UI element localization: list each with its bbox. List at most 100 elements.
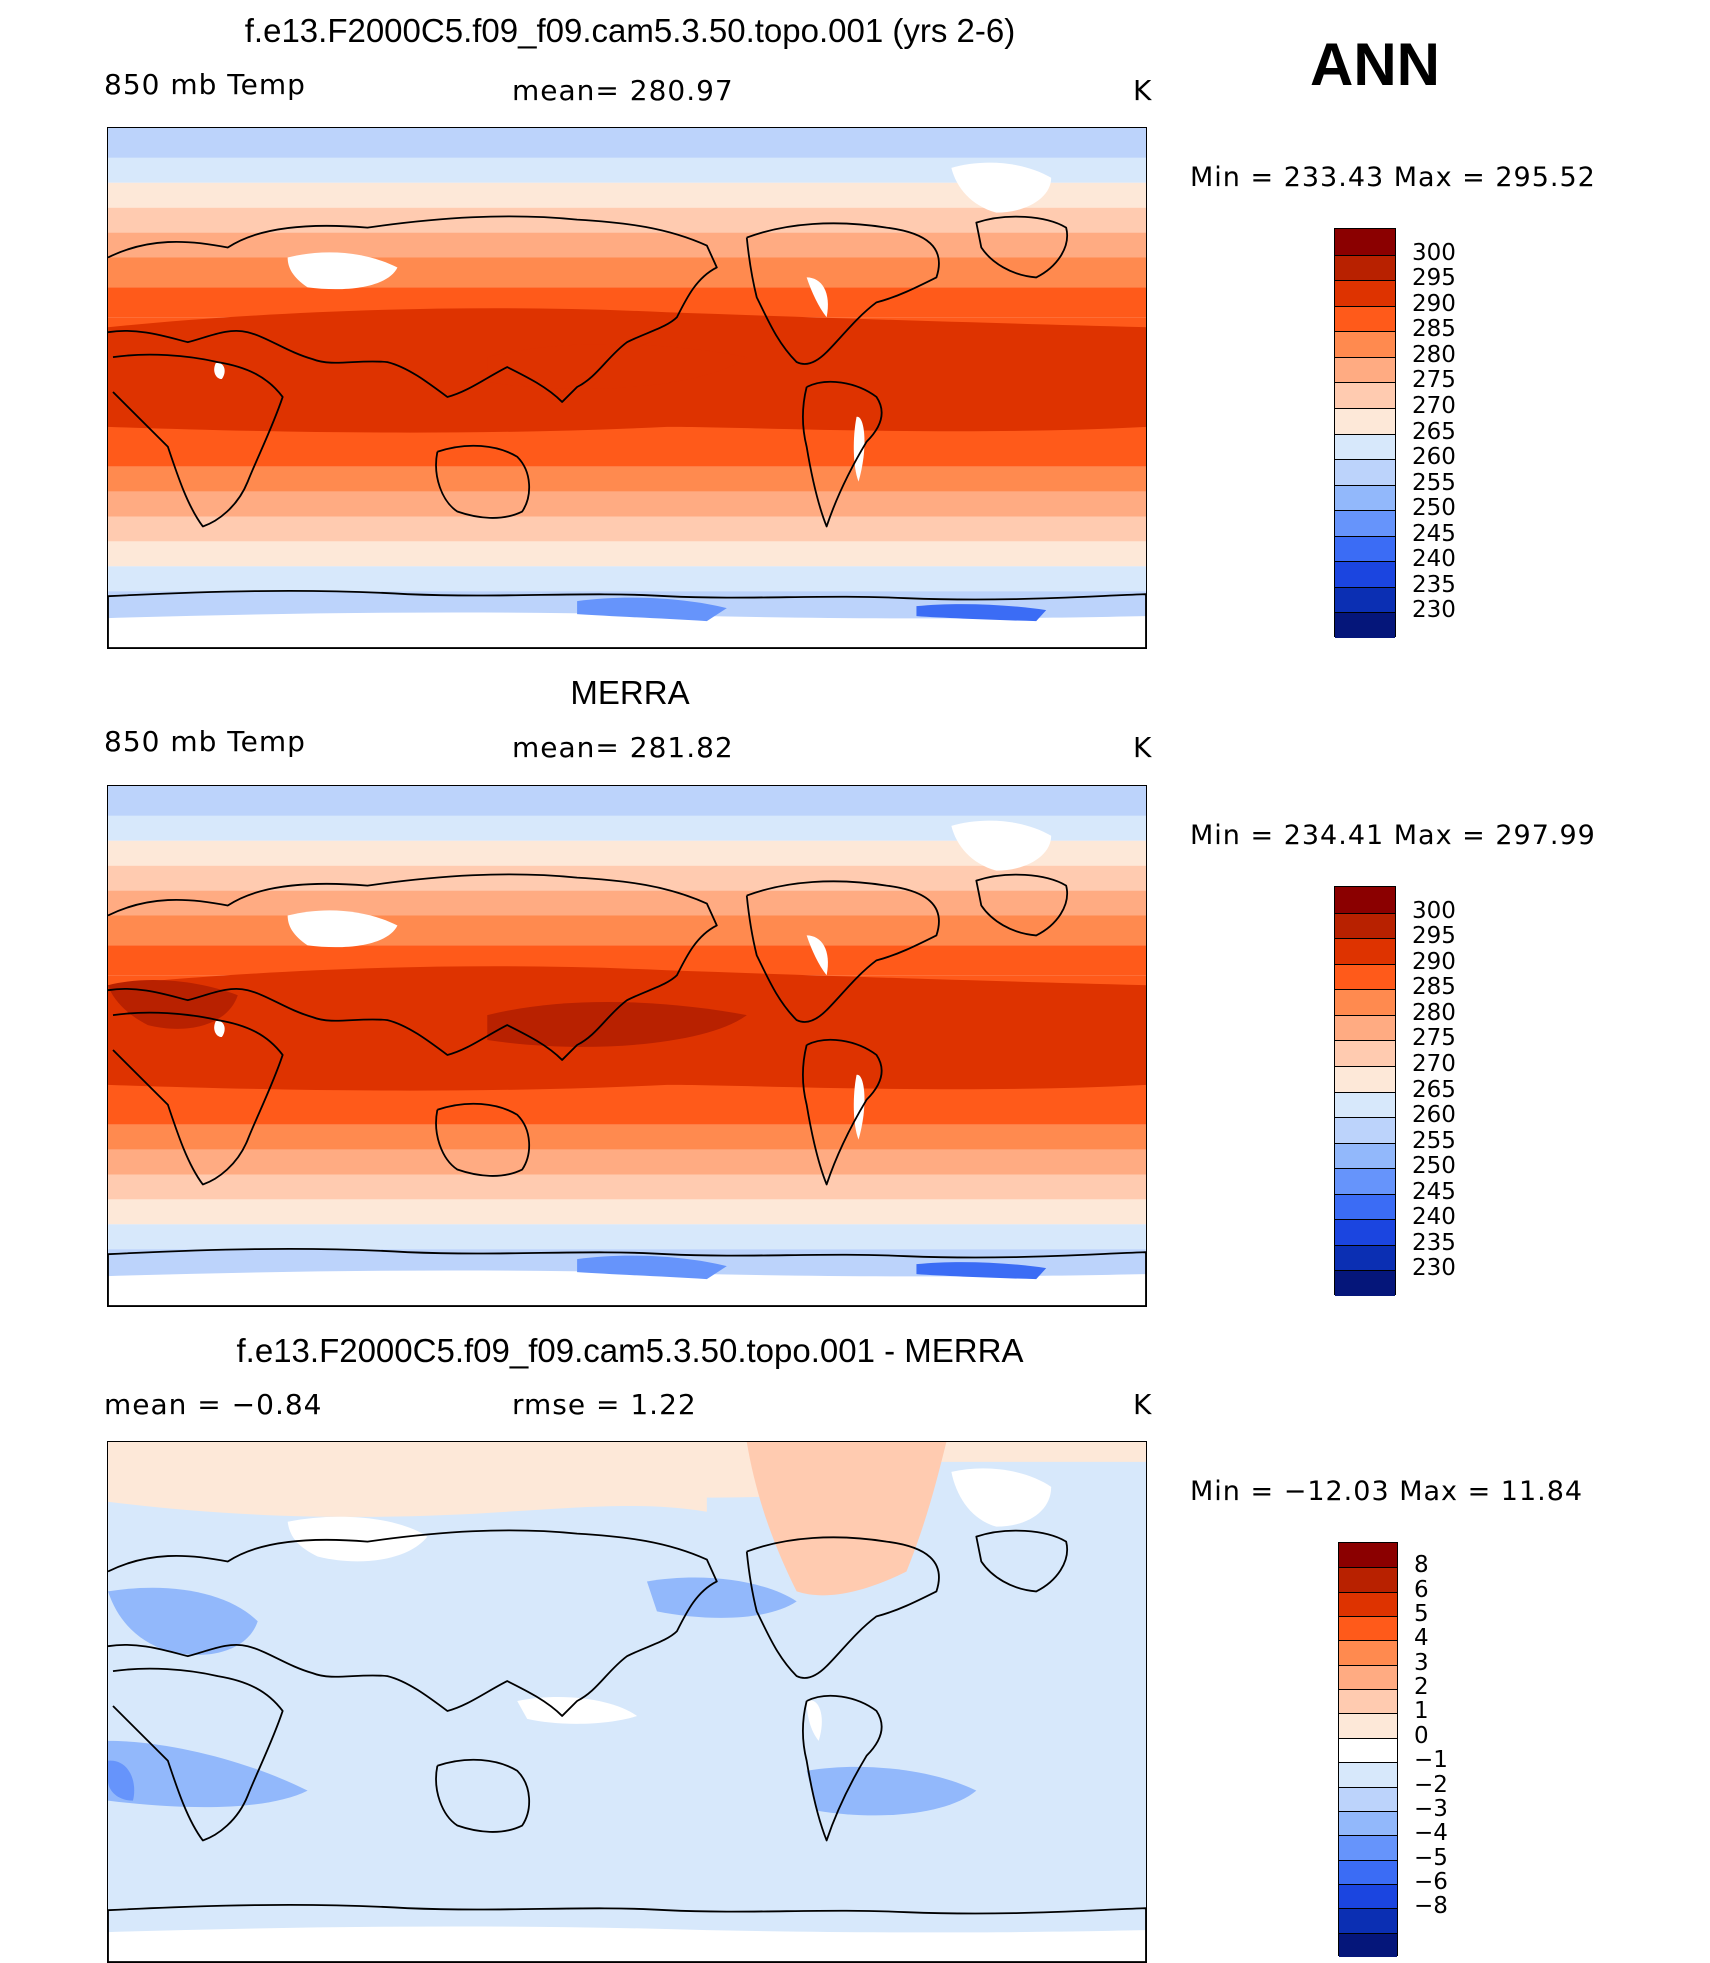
colorbar-tick-label: 6 [1414, 1576, 1429, 1603]
temperature-band [108, 1124, 1146, 1150]
colorbar-tick-label: 5 [1414, 1601, 1429, 1628]
temperature-band [108, 566, 1146, 592]
colorbar-tick-label: 290 [1412, 290, 1456, 317]
season-label: ANN [1310, 31, 1440, 98]
temperature-band [108, 1174, 1146, 1200]
colorbar-swatch [1339, 1713, 1397, 1738]
min-max-label: Min = 233.43 Max = 295.52 [1190, 162, 1596, 193]
colorbar-tick-label: 275 [1412, 367, 1456, 394]
colorbar-swatch [1335, 887, 1395, 913]
panel-title: f.e13.F2000C5.f09_f09.cam5.3.50.topo.001… [244, 12, 1016, 49]
near-zero [287, 1516, 428, 1562]
colorbar-swatch [1335, 612, 1395, 638]
colorbar-tick-label: 8 [1414, 1552, 1429, 1579]
colorbar-tick-label: 3 [1414, 1649, 1429, 1676]
temperature-band [108, 128, 1146, 158]
units-label: K [1133, 74, 1153, 107]
colorbar-swatch [1339, 1689, 1397, 1714]
colorbar-tick-label: 295 [1412, 923, 1456, 950]
colorbar-tick-label: −8 [1414, 1893, 1448, 1920]
colorbar-tick-label: 280 [1412, 341, 1456, 368]
colorbar-swatch [1335, 989, 1395, 1015]
colorbar-tick-label: 245 [1412, 1178, 1456, 1205]
colorbar-swatch [1335, 382, 1395, 408]
panel-title: f.e13.F2000C5.f09_f09.cam5.3.50.topo.001… [236, 1332, 1024, 1369]
colorbar-tick-label: 240 [1412, 546, 1456, 573]
colorbar-tick-label: 300 [1412, 239, 1456, 266]
negative-anomaly [646, 1577, 797, 1618]
colorbar-tick-label: 285 [1412, 974, 1456, 1001]
colorbar-swatch [1335, 1193, 1395, 1220]
no-data-region [951, 1468, 1052, 1527]
colorbar-swatch [1335, 254, 1395, 281]
colorbar-tick-label: 300 [1412, 897, 1456, 924]
colorbar-tick-label: 250 [1412, 1153, 1456, 1180]
colorbar-tick-label: 245 [1412, 520, 1456, 547]
colorbar-swatch [1335, 1270, 1395, 1296]
temperature-band [108, 915, 1146, 946]
min-max-label: Min = −12.03 Max = 11.84 [1190, 1476, 1584, 1507]
coastline [435, 1102, 531, 1177]
colorbar-swatches [1338, 1542, 1398, 1957]
cold-region [916, 604, 1047, 622]
colorbar-swatch [1335, 586, 1395, 613]
colorbar-swatch [1339, 1664, 1397, 1690]
colorbar-swatch [1335, 1014, 1395, 1041]
colorbar-swatch [1335, 1117, 1395, 1143]
coastline [975, 873, 1068, 937]
colorbar-tick-label: 270 [1412, 392, 1456, 419]
positive-anomaly [108, 1442, 707, 1517]
coastline [745, 222, 940, 365]
coastline [108, 1903, 1146, 1962]
no-data-region [108, 1926, 1146, 1962]
colorbar-swatch [1339, 1737, 1397, 1763]
coastline [112, 353, 284, 528]
colorbar-swatch [1339, 1835, 1397, 1860]
colorbar-swatch [1335, 484, 1395, 511]
coastline [108, 589, 1146, 648]
negative-anomaly [108, 1587, 258, 1655]
temperature-band [108, 1224, 1146, 1250]
map-model [107, 127, 1147, 649]
colorbar-tick-label: 265 [1412, 418, 1456, 445]
colorbar-swatch [1335, 938, 1395, 964]
coastline [802, 1038, 883, 1186]
temperature-band [108, 516, 1146, 542]
colorbar-swatch [1339, 1810, 1397, 1836]
colorbar-swatch [1335, 305, 1395, 332]
map-difference-field [108, 1442, 1146, 1962]
colorbar-tick-label: 285 [1412, 316, 1456, 343]
near-zero [806, 1700, 822, 1741]
no-data-region [287, 252, 398, 290]
negative-anomaly [108, 1740, 308, 1808]
negative-anomaly [108, 1760, 135, 1801]
colorbar-swatch [1339, 1543, 1397, 1568]
colorbar-swatch [1339, 1932, 1397, 1957]
colorbar-tick-label: 1 [1414, 1698, 1429, 1725]
variable-label: 850 mb Temp [104, 725, 306, 758]
colorbar-tick-label: 230 [1412, 1255, 1456, 1282]
colorbar-swatch [1335, 1168, 1395, 1194]
mean-label: mean = −0.84 [104, 1388, 323, 1421]
coastline [802, 380, 883, 528]
colorbar-swatch [1335, 356, 1395, 383]
no-data-region [108, 1270, 1146, 1306]
cold-region [577, 597, 727, 622]
colorbar-tick-label: 230 [1412, 597, 1456, 624]
colorbar-tick-label: −3 [1414, 1795, 1448, 1822]
colorbar-tick-label: 295 [1412, 265, 1456, 292]
no-data-region [287, 910, 398, 948]
colorbar-tick-label: 280 [1412, 999, 1456, 1026]
coastline [975, 215, 1068, 279]
no-data-region [806, 935, 828, 976]
temperature-band [108, 207, 1146, 233]
colorbar-tick-label: −4 [1414, 1820, 1448, 1847]
colorbar-swatch [1335, 407, 1395, 434]
units-label: K [1133, 1388, 1153, 1421]
coastline [435, 1758, 531, 1833]
colorbar-swatch [1335, 561, 1395, 587]
temperature-band [108, 865, 1146, 891]
coastline [802, 1694, 883, 1842]
colorbar-swatch [1335, 535, 1395, 562]
colorbar-tick-label: 0 [1414, 1722, 1429, 1749]
